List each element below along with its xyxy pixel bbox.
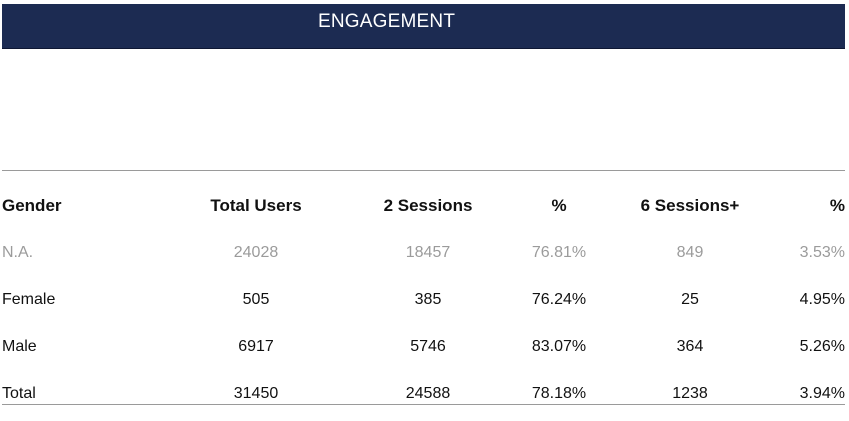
cell-6-sessions-percent: 3.53% (799, 243, 845, 261)
cell-6-sessions-plus: 849 (676, 243, 704, 261)
header-gender: Gender (2, 195, 62, 215)
cell-6-sessions-plus: 364 (676, 337, 704, 355)
header-2-sessions-percent: % (551, 195, 567, 215)
banner-title: ENGAGEMENT (318, 11, 456, 32)
table-bottom-rule (2, 404, 845, 405)
cell-2-sessions-percent: 78.18% (531, 384, 587, 402)
cell-6-sessions-percent: 5.26% (799, 337, 845, 355)
cell-2-sessions: 18457 (405, 243, 451, 261)
cell-6-sessions-percent: 3.94% (799, 384, 845, 402)
table-row-female: Female 505 385 76.24% 25 4.95% (2, 276, 849, 323)
engagement-table: Gender Total Users 2 Sessions % 6 Sessio… (2, 182, 849, 417)
cell-total-users: 31450 (233, 384, 279, 402)
header-banner: ENGAGEMENT (2, 4, 845, 49)
table-row-total: Total 31450 24588 78.18% 1238 3.94% (2, 370, 849, 417)
header-6-sessions-plus: 6 Sessions+ (640, 195, 740, 215)
header-total-users: Total Users (210, 195, 302, 215)
cell-2-sessions: 385 (414, 290, 442, 308)
cell-gender: N.A. (2, 243, 34, 261)
cell-2-sessions-percent: 76.24% (531, 290, 587, 308)
cell-2-sessions: 24588 (405, 384, 451, 402)
cell-6-sessions-plus: 1238 (672, 384, 708, 402)
cell-6-sessions-plus: 25 (681, 290, 699, 308)
cell-total-users: 6917 (238, 337, 274, 355)
cell-6-sessions-percent: 4.95% (799, 290, 845, 308)
cell-total-users: 24028 (233, 243, 279, 261)
cell-2-sessions-percent: 83.07% (531, 337, 587, 355)
cell-gender: Female (2, 290, 56, 308)
table-header-row: Gender Total Users 2 Sessions % 6 Sessio… (2, 182, 849, 229)
cell-gender: Total (2, 384, 36, 402)
cell-total-users: 505 (242, 290, 270, 308)
table-row-male: Male 6917 5746 83.07% 364 5.26% (2, 323, 849, 370)
header-2-sessions: 2 Sessions (383, 195, 473, 215)
table-top-rule (2, 170, 845, 171)
table-row-na: N.A. 24028 18457 76.81% 849 3.53% (2, 229, 849, 276)
cell-gender: Male (2, 337, 37, 355)
header-6-sessions-percent: % (829, 195, 845, 215)
cell-2-sessions: 5746 (410, 337, 446, 355)
cell-2-sessions-percent: 76.81% (531, 243, 587, 261)
